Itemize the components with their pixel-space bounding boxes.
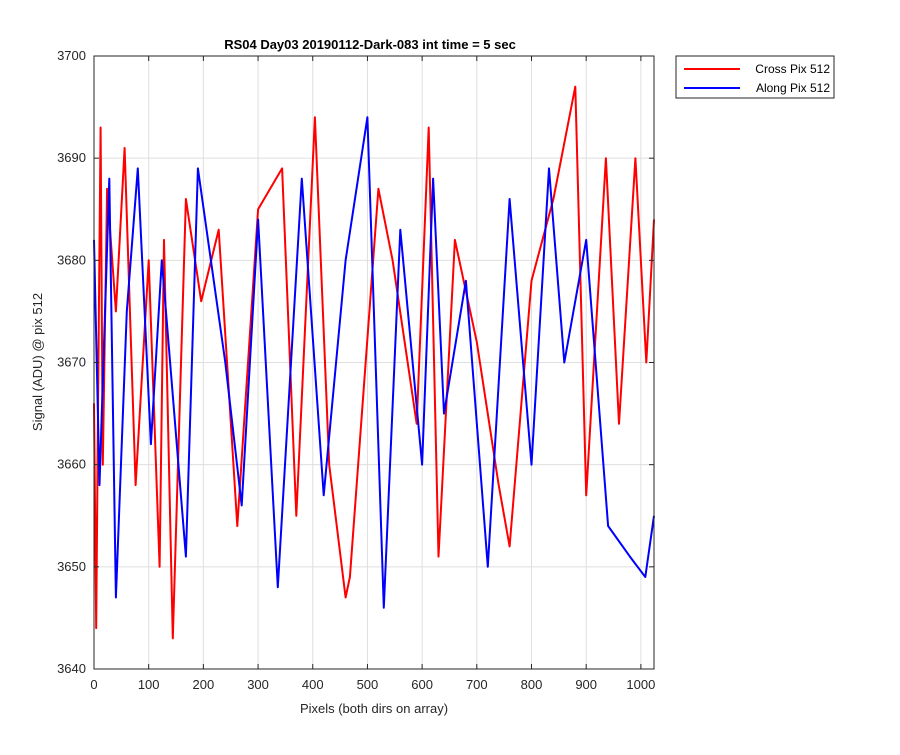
y-tick-label: 3690 xyxy=(57,150,86,165)
x-tick-label: 400 xyxy=(302,677,324,692)
legend-box xyxy=(675,55,835,99)
y-tick-label: 3650 xyxy=(57,559,86,574)
x-tick-label: 900 xyxy=(575,677,597,692)
y-axis-label: Signal (ADU) @ pix 512 xyxy=(30,293,45,431)
series-line-along-pix-512 xyxy=(93,116,655,609)
chart-title: RS04 Day03 20190112-Dark-083 int time = … xyxy=(224,37,516,52)
x-tick-label: 100 xyxy=(138,677,160,692)
legend-label-along: Along Pix 512 xyxy=(756,81,830,95)
x-tick-label: 200 xyxy=(193,677,215,692)
series-line-cross-pix-512 xyxy=(93,85,655,640)
y-tick-label: 3680 xyxy=(57,252,86,267)
y-tick-label: 3660 xyxy=(57,457,86,472)
x-tick-label: 300 xyxy=(247,677,269,692)
x-tick-label: 1000 xyxy=(626,677,655,692)
x-tick-label: 700 xyxy=(466,677,488,692)
legend: Cross Pix 512 Along Pix 512 xyxy=(675,55,835,99)
grid xyxy=(93,55,654,670)
axis-ticks: 0 100 200 300 400 500 600 700 800 900 1000 3640 3650… xyxy=(57,48,655,692)
x-tick-label: 600 xyxy=(411,677,433,692)
legend-label-cross: Cross Pix 512 xyxy=(755,62,830,76)
series-lines xyxy=(93,85,655,640)
x-axis-label: Pixels (both dirs on array) xyxy=(300,701,448,716)
x-tick-label: 0 xyxy=(90,677,97,692)
y-tick-label: 3670 xyxy=(57,355,86,370)
x-tick-label: 500 xyxy=(357,677,379,692)
y-tick-label: 3640 xyxy=(57,661,86,676)
x-tick-label: 800 xyxy=(521,677,543,692)
y-tick-label: 3700 xyxy=(57,48,86,63)
